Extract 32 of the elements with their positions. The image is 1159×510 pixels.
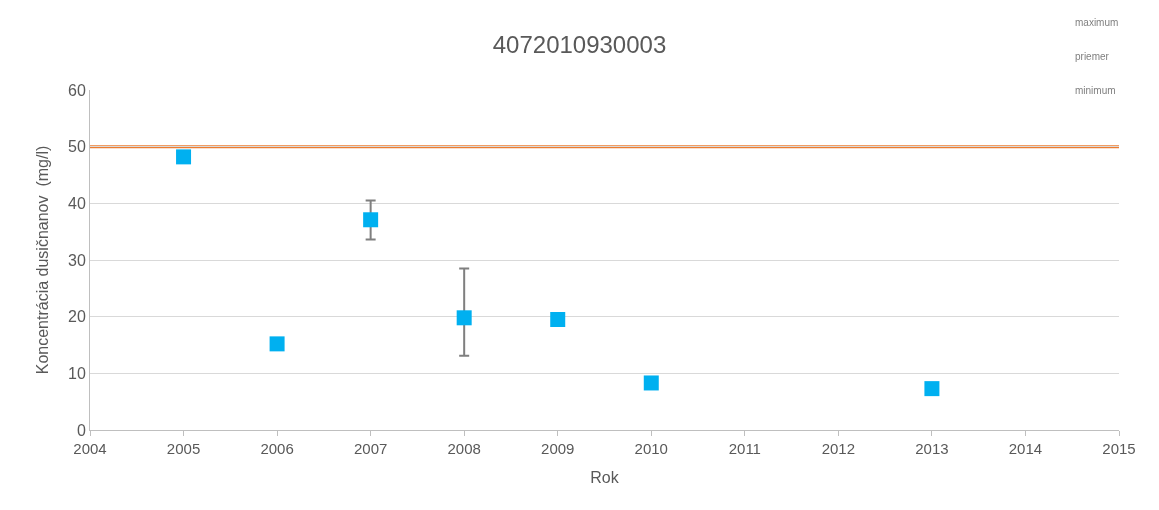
annotation: minimum xyxy=(1075,85,1116,96)
x-tick-label: 2011 xyxy=(728,440,761,457)
point xyxy=(176,149,192,165)
x-axis-title: Rok xyxy=(590,468,620,486)
point xyxy=(643,375,659,391)
chart-title: 4072010930003 xyxy=(492,30,667,58)
point xyxy=(924,381,940,397)
point xyxy=(269,336,285,352)
y-tick-label: 40 xyxy=(68,194,86,212)
text: priemer xyxy=(1075,51,1110,62)
x-tick-label: 2006 xyxy=(260,440,294,457)
text: maximum xyxy=(1075,17,1119,28)
point xyxy=(550,312,566,327)
x-tick-label: 2005 xyxy=(166,440,201,457)
x-tick-label: 2004 xyxy=(73,440,107,457)
x-tick-label: 2012 xyxy=(821,440,856,457)
x-tick-label: 2008 xyxy=(447,440,481,457)
x-tick-label: 2015 xyxy=(1102,440,1136,457)
y-tick-label: 20 xyxy=(68,308,86,326)
y-tick-label: 0 xyxy=(76,421,86,439)
y-tick-label: 50 xyxy=(68,138,86,156)
x-tick-label: 2013 xyxy=(915,440,949,457)
point xyxy=(363,212,379,228)
x-tick-label: 2014 xyxy=(1008,440,1043,457)
y-tick-label: 10 xyxy=(68,364,86,382)
y-axis-title: Koncentrácia dusičnanov (mg/l) xyxy=(33,145,51,375)
y-tick-label: 30 xyxy=(68,251,86,269)
x-tick-label: 2007 xyxy=(353,440,388,457)
x-tick-label: 2009 xyxy=(541,440,575,457)
y-tick-label: 60 xyxy=(68,81,86,99)
point xyxy=(456,310,472,326)
x-tick-label: 2010 xyxy=(634,440,668,457)
